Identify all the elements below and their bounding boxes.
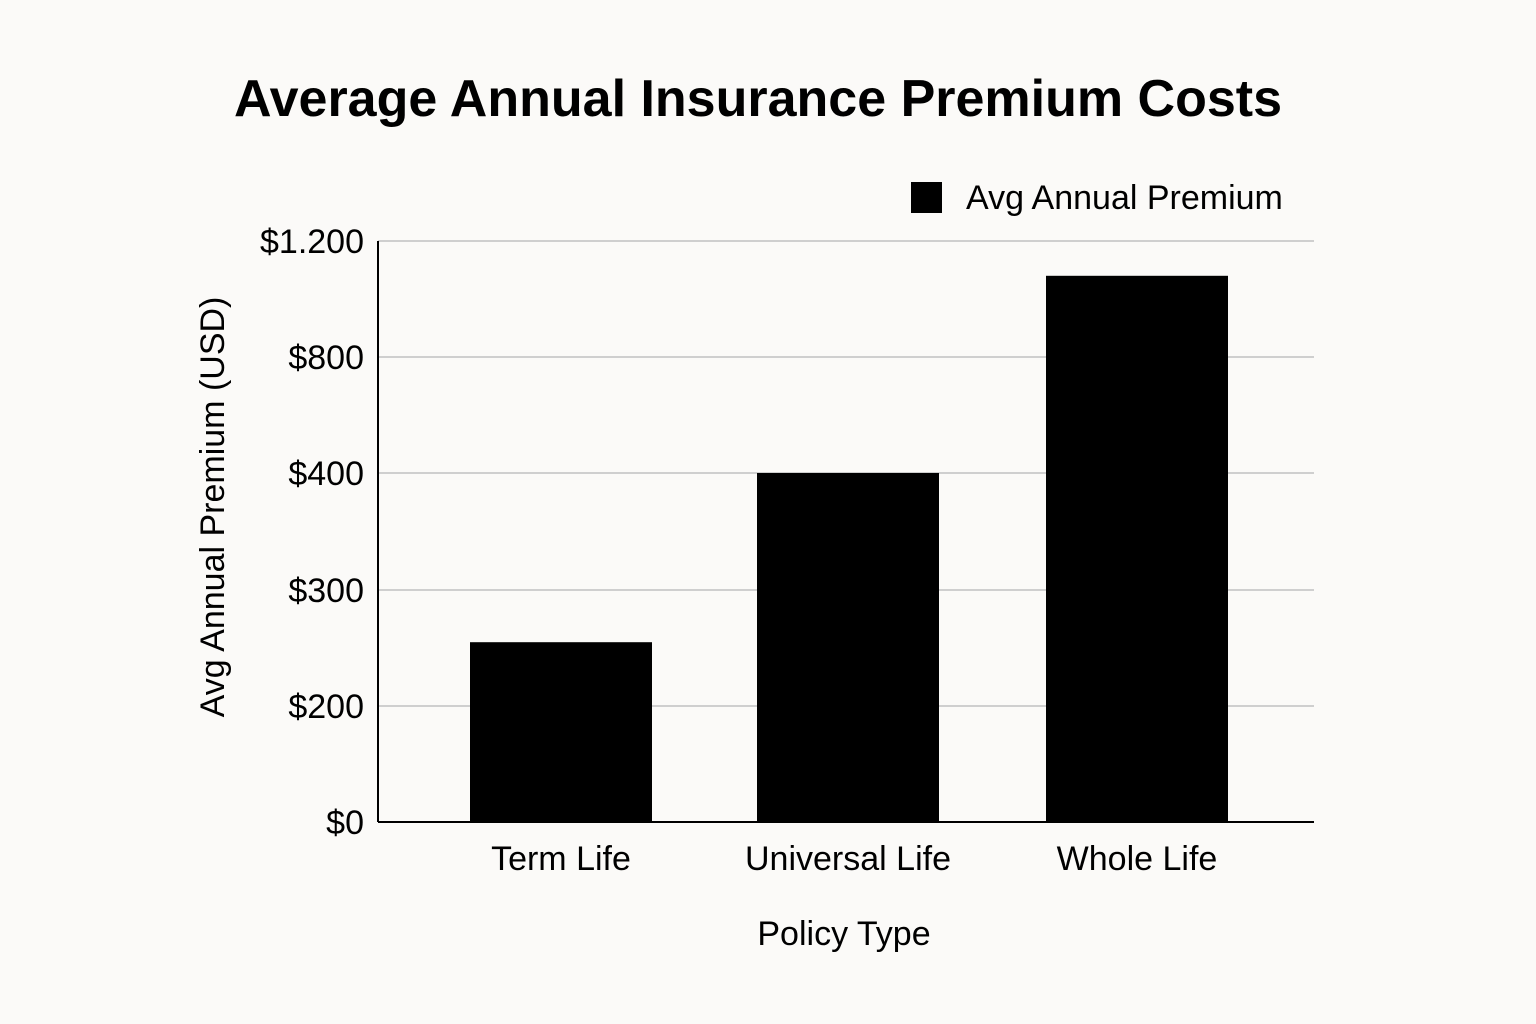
legend: Avg Annual Premium: [911, 179, 1283, 217]
x-axis-categories: Term Life Universal Life Whole Life: [491, 840, 1217, 878]
chart-title: Average Annual Insurance Premium Costs: [234, 70, 1282, 128]
y-axis-label: Avg Annual Premium (USD): [194, 297, 232, 718]
y-tick-label: $0: [326, 804, 364, 842]
legend-swatch: [911, 182, 942, 213]
x-tick-label: Term Life: [491, 840, 631, 878]
legend-label: Avg Annual Premium: [966, 179, 1283, 217]
x-tick-label: Whole Life: [1057, 840, 1218, 878]
y-tick-label: $1.200: [260, 223, 364, 261]
y-tick-label: $300: [288, 572, 364, 610]
y-tick-label: $400: [288, 455, 364, 493]
bar-term-life: [470, 642, 652, 822]
bars: [470, 275, 1228, 822]
y-tick-label: $200: [288, 688, 364, 726]
x-axis-label: Policy Type: [757, 915, 930, 953]
bar-whole-life: [1046, 275, 1228, 822]
y-tick-label: $800: [288, 339, 364, 377]
y-axis-ticks: $0 $200 $300 $400 $800 $1.200: [260, 223, 364, 842]
bar-universal-life: [757, 473, 939, 822]
x-tick-label: Universal Life: [745, 840, 951, 878]
